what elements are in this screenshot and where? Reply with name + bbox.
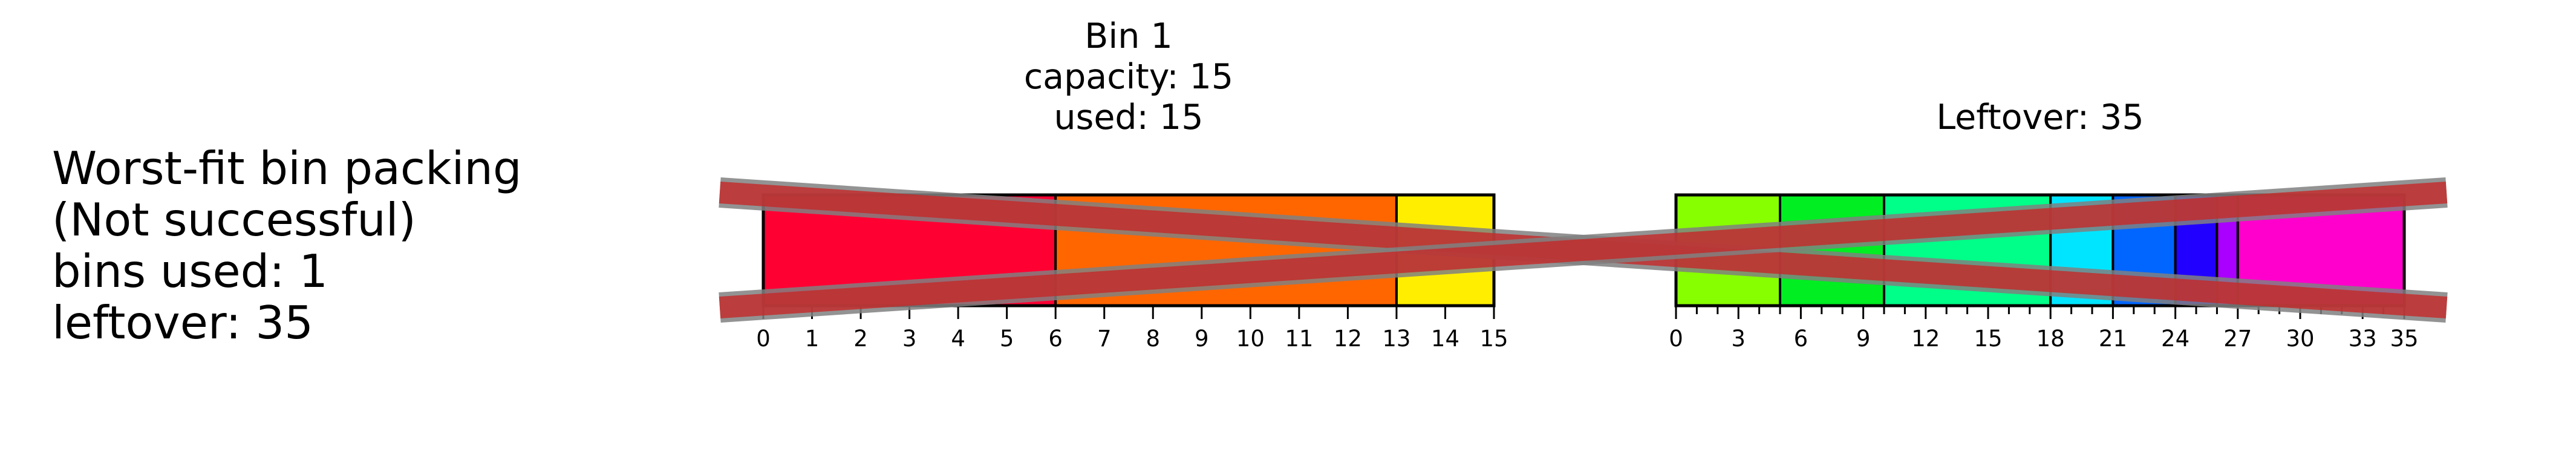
summary-status: (Not successful): [52, 193, 416, 246]
cross-overlay: [719, 177, 2448, 323]
leftover-tick-label: 0: [1669, 326, 1683, 352]
leftover-tick-label: 12: [1911, 326, 1940, 352]
leftover-tick-label: 24: [2161, 326, 2190, 352]
bin-1-tick-label: 6: [1048, 326, 1063, 352]
bin-1-header-line: Bin 1: [1084, 16, 1172, 56]
bin-1-tick-label: 0: [756, 326, 771, 352]
bin-1-tick-label: 10: [1236, 326, 1265, 352]
bin-1-tick-label: 3: [902, 326, 917, 352]
bin-1-tick-label: 12: [1334, 326, 1362, 352]
bin-1-tick-label: 7: [1097, 326, 1112, 352]
bin-1-tick-label: 11: [1285, 326, 1313, 352]
bin-1-tick-label: 1: [805, 326, 820, 352]
bin-1-tick-label: 5: [1000, 326, 1014, 352]
leftover-tick-label: 35: [2390, 326, 2418, 352]
bin-1-tick-label: 9: [1195, 326, 1209, 352]
summary-text: Worst-fit bin packing (Not successful) b…: [52, 142, 522, 349]
bin-1-header-line: used: 15: [1054, 97, 1204, 137]
bin-1-tick-label: 8: [1146, 326, 1160, 352]
summary-leftover: leftover: 35: [52, 296, 313, 349]
leftover-tick-label: 30: [2286, 326, 2314, 352]
bin-1-tick-label: 15: [1479, 326, 1508, 352]
bin-1-tick-label: 14: [1431, 326, 1459, 352]
leftover-tick-label: 3: [1731, 326, 1746, 352]
leftover-tick-label: 6: [1794, 326, 1808, 352]
leftover-tick-label: 33: [2349, 326, 2377, 352]
summary-bins-used: bins used: 1: [52, 245, 328, 298]
leftover-tick-label: 21: [2099, 326, 2127, 352]
leftover-tick-label: 18: [2036, 326, 2065, 352]
bin-1-tick-label: 2: [853, 326, 868, 352]
bin-1-header-line: capacity: 15: [1024, 57, 1233, 97]
leftover-tick-label: 27: [2223, 326, 2252, 352]
bin-1-tick-label: 13: [1382, 326, 1410, 352]
leftover-tick-label: 15: [1974, 326, 2002, 352]
bin-1-tick-label: 4: [951, 326, 965, 352]
leftover-header-line: Leftover: 35: [1936, 97, 2144, 137]
leftover-tick-label: 9: [1856, 326, 1871, 352]
cross-band: [719, 182, 2448, 318]
summary-title: Worst-fit bin packing: [52, 142, 522, 195]
